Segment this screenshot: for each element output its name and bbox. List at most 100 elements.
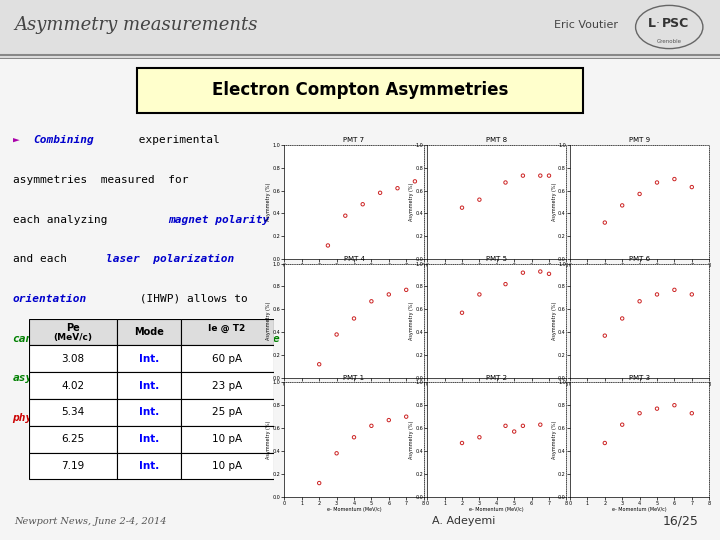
Point xyxy=(500,422,511,430)
Point xyxy=(400,286,412,294)
Text: 10 pA: 10 pA xyxy=(212,434,242,444)
Text: ►: ► xyxy=(13,135,26,145)
Point xyxy=(456,438,468,447)
Text: L: L xyxy=(648,17,656,30)
Y-axis label: Asymmetry (%): Asymmetry (%) xyxy=(552,183,557,221)
Bar xyxy=(117,372,181,399)
Point xyxy=(599,218,611,227)
Point xyxy=(544,171,555,180)
Y-axis label: Asymmetry (%): Asymmetry (%) xyxy=(409,301,414,340)
Text: Mode: Mode xyxy=(134,327,163,337)
Point xyxy=(331,449,343,457)
Y-axis label: Asymmetry (%): Asymmetry (%) xyxy=(266,420,271,459)
Text: asymmetries: asymmetries xyxy=(13,373,87,383)
Point xyxy=(313,479,325,488)
Title: PMT 9: PMT 9 xyxy=(629,137,650,143)
Text: ·: · xyxy=(656,17,660,30)
Point xyxy=(357,200,369,208)
Bar xyxy=(29,319,117,346)
Bar xyxy=(181,372,274,399)
Point xyxy=(340,211,351,220)
Bar xyxy=(181,426,274,453)
Point xyxy=(686,183,698,191)
Point xyxy=(322,241,333,250)
Point xyxy=(517,171,528,180)
Bar xyxy=(29,372,117,399)
Text: Asymmetry measurements: Asymmetry measurements xyxy=(14,16,258,34)
Text: 6.25: 6.25 xyxy=(61,434,84,444)
Point xyxy=(544,269,555,278)
Text: physics asymmetries: physics asymmetries xyxy=(13,413,141,423)
Text: isolate: isolate xyxy=(206,373,253,383)
Point xyxy=(634,190,645,198)
Point xyxy=(669,401,680,409)
X-axis label: e- Momentum (MeV/c): e- Momentum (MeV/c) xyxy=(612,270,667,275)
Text: Int.: Int. xyxy=(139,407,159,417)
Point xyxy=(474,195,485,204)
Y-axis label: Asymmetry (%): Asymmetry (%) xyxy=(409,183,414,221)
Bar xyxy=(117,399,181,426)
Bar xyxy=(117,319,181,346)
Point xyxy=(409,177,420,186)
Bar xyxy=(29,426,117,453)
Text: and each: and each xyxy=(13,254,73,264)
Point xyxy=(534,420,546,429)
Text: 4.02: 4.02 xyxy=(61,381,84,390)
X-axis label: e- Momentum (MeV/c): e- Momentum (MeV/c) xyxy=(327,389,382,394)
X-axis label: e- Momentum (MeV/c): e- Momentum (MeV/c) xyxy=(612,389,667,394)
Text: Combining: Combining xyxy=(33,135,94,145)
Point xyxy=(383,290,395,299)
Text: 25 pA: 25 pA xyxy=(212,407,242,417)
Point xyxy=(652,404,663,413)
Bar xyxy=(181,346,274,372)
Text: Int.: Int. xyxy=(139,354,159,364)
Point xyxy=(348,314,360,323)
Point xyxy=(652,178,663,187)
Point xyxy=(456,308,468,317)
Point xyxy=(534,171,546,180)
Bar xyxy=(29,399,117,426)
Text: Int.: Int. xyxy=(139,434,159,444)
Text: Eric Voutier: Eric Voutier xyxy=(554,20,618,30)
Point xyxy=(392,184,403,193)
Point xyxy=(616,314,628,323)
Text: magnet polarity: magnet polarity xyxy=(168,214,270,225)
Text: (MeV/c): (MeV/c) xyxy=(53,333,92,342)
Text: Grenoble: Grenoble xyxy=(657,39,682,44)
Text: 23 pA: 23 pA xyxy=(212,381,242,390)
Bar xyxy=(117,426,181,453)
Text: PSC: PSC xyxy=(662,17,689,30)
Bar xyxy=(181,453,274,480)
Text: cancel-out: cancel-out xyxy=(13,334,80,343)
Text: Pe: Pe xyxy=(66,323,80,333)
Point xyxy=(599,332,611,340)
Title: PMT 7: PMT 7 xyxy=(343,137,364,143)
Bar xyxy=(181,319,274,346)
Y-axis label: Asymmetry (%): Asymmetry (%) xyxy=(552,301,557,340)
X-axis label: e- Momentum (MeV/c): e- Momentum (MeV/c) xyxy=(612,508,667,512)
Title: PMT 3: PMT 3 xyxy=(629,375,650,381)
Point xyxy=(366,422,377,430)
Point xyxy=(500,178,511,187)
Text: Ie @ T2: Ie @ T2 xyxy=(209,323,246,333)
Title: PMT 4: PMT 4 xyxy=(343,256,364,262)
Bar xyxy=(181,399,274,426)
Text: A. Adeyemi: A. Adeyemi xyxy=(432,516,495,526)
Text: Int.: Int. xyxy=(139,381,159,390)
Point xyxy=(313,360,325,369)
Point xyxy=(616,420,628,429)
Text: 3.08: 3.08 xyxy=(61,354,84,364)
Text: false: false xyxy=(247,334,281,343)
Point xyxy=(331,330,343,339)
Text: experimental: experimental xyxy=(132,135,220,145)
Title: PMT 6: PMT 6 xyxy=(629,256,650,262)
Point xyxy=(474,433,485,442)
Text: eventual: eventual xyxy=(122,334,203,343)
Point xyxy=(474,290,485,299)
X-axis label: e- Momentum (MeV/c): e- Momentum (MeV/c) xyxy=(469,270,524,275)
Text: and: and xyxy=(133,373,180,383)
Point xyxy=(383,416,395,424)
Text: 16/25: 16/25 xyxy=(662,515,698,528)
Bar xyxy=(29,453,117,480)
Point xyxy=(508,427,520,436)
